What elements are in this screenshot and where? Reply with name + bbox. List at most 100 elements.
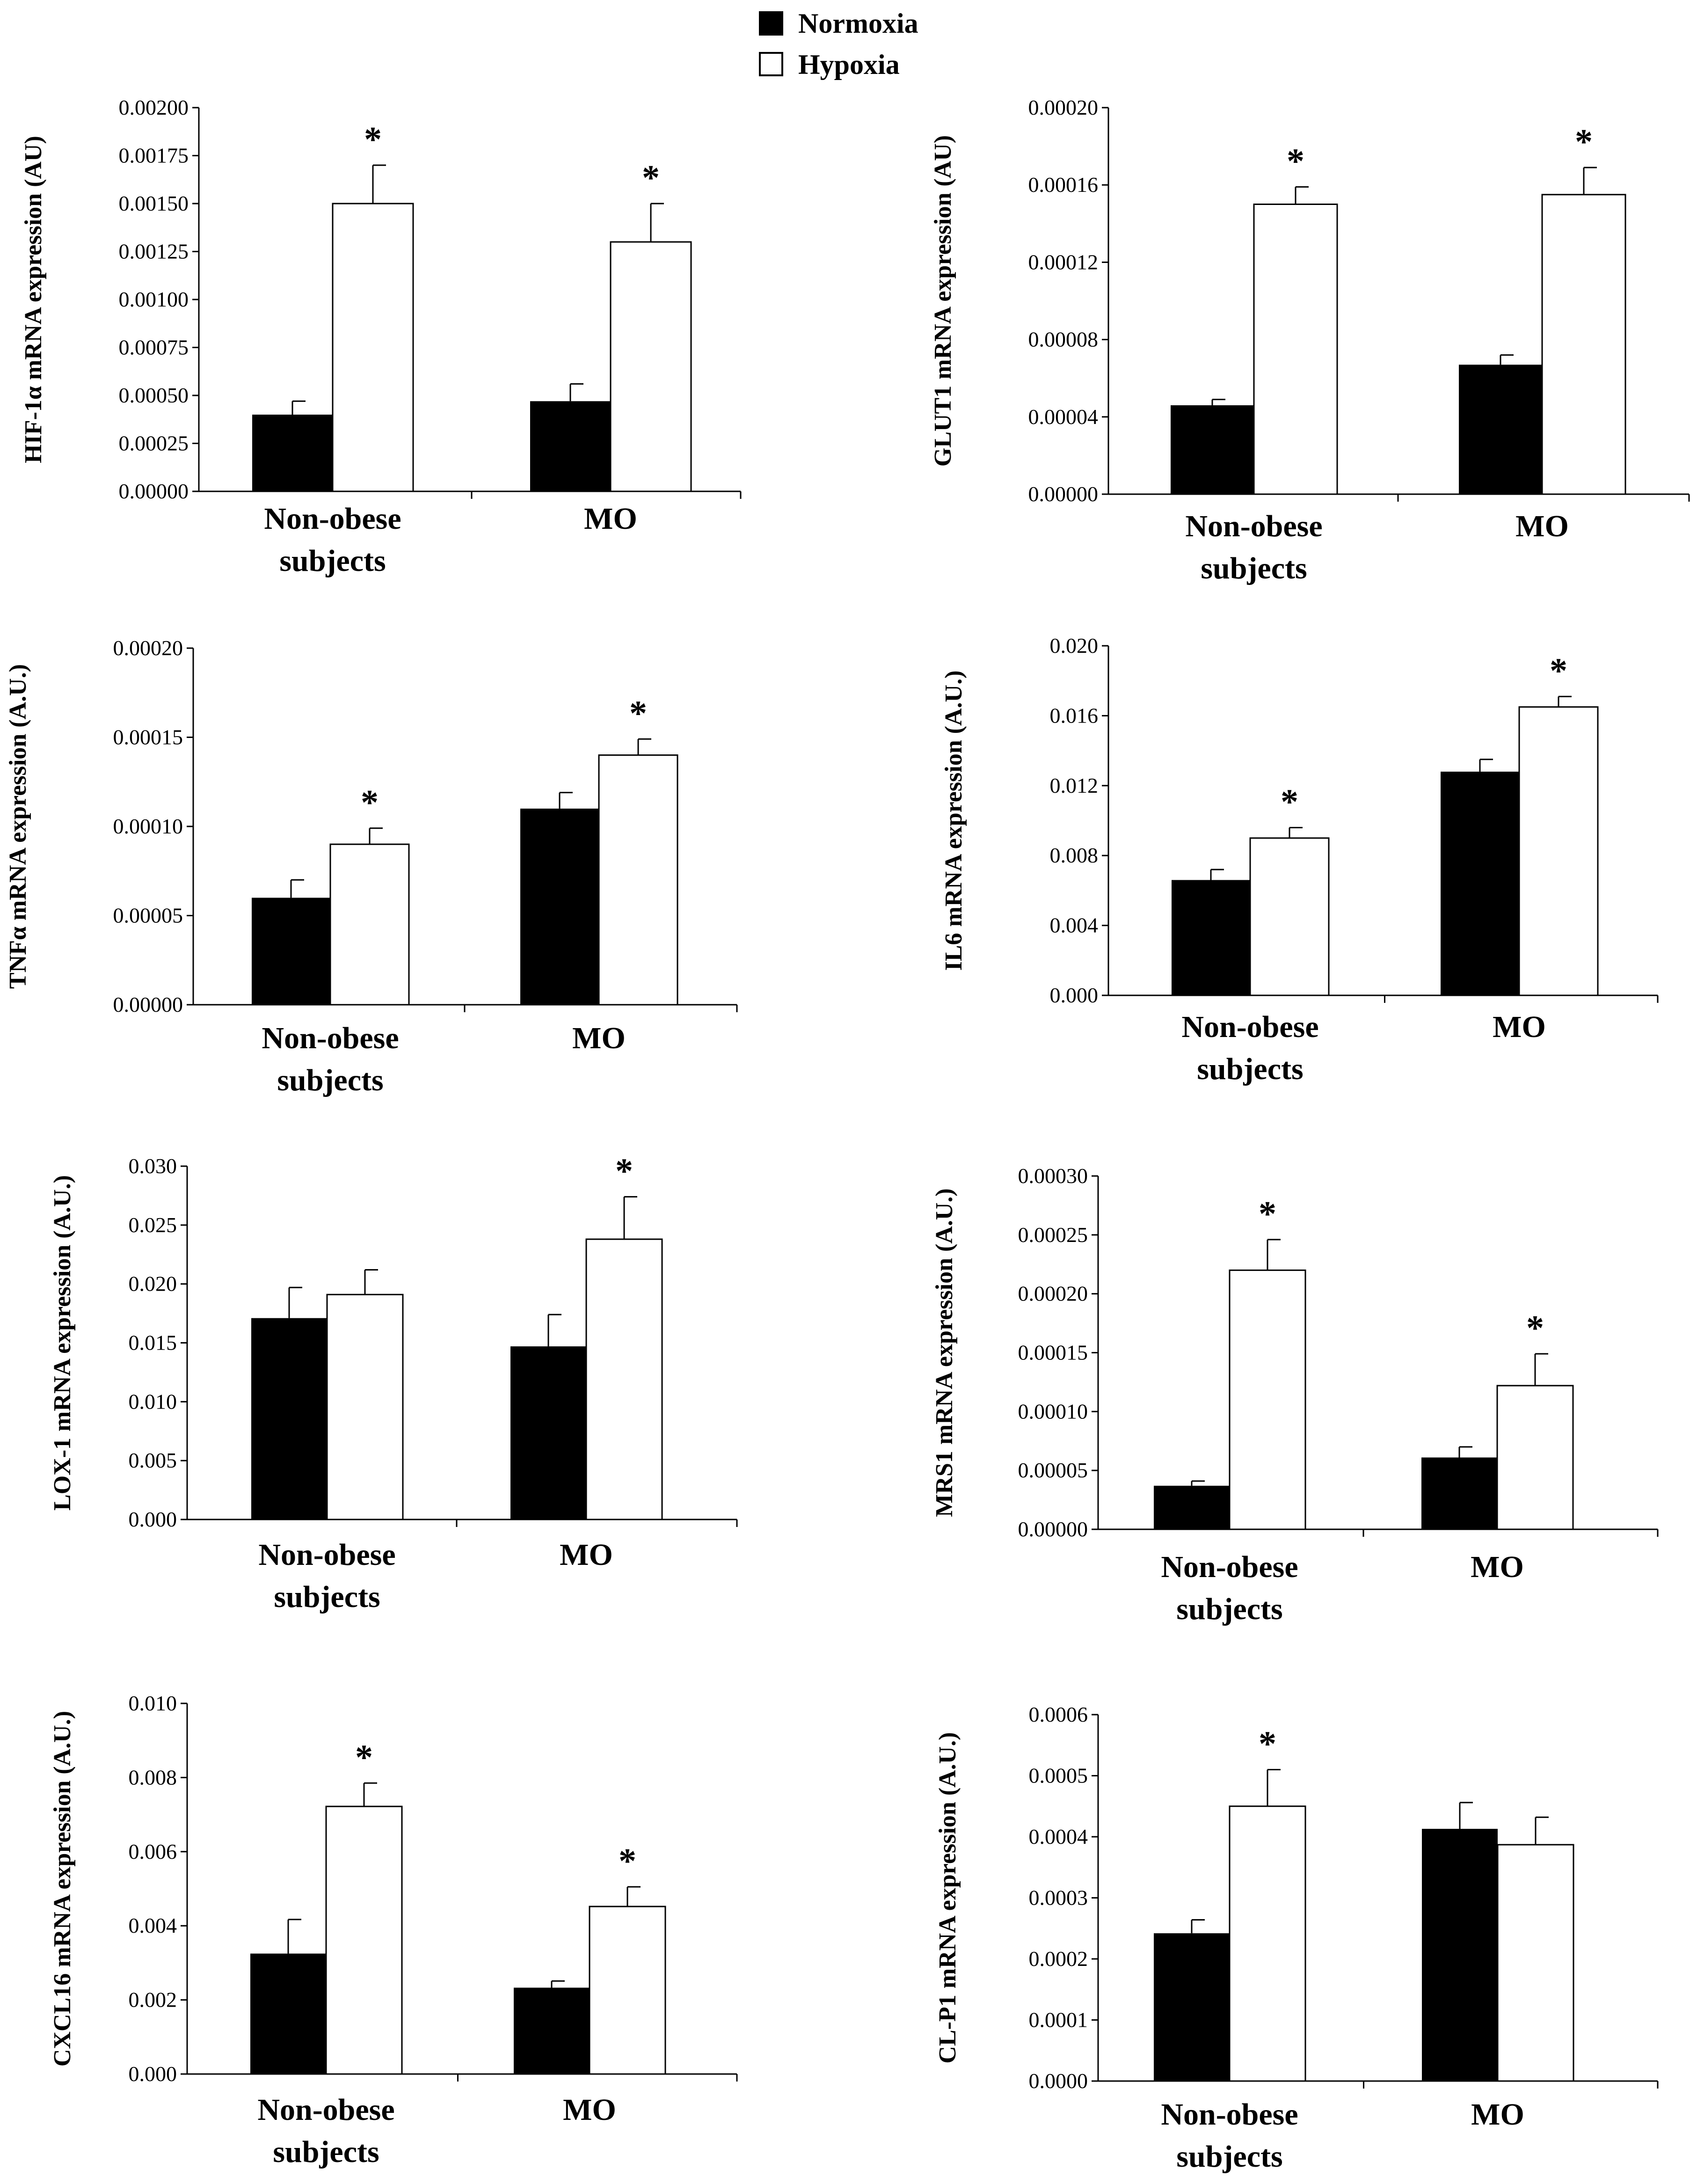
y-tick-label: 0.030	[129, 1154, 177, 1178]
y-tick-label: 0.0004	[1029, 1825, 1088, 1848]
hypoxia-bar-mo	[1518, 706, 1599, 996]
y-tick-label: 0.016	[1050, 703, 1099, 727]
y-tick-label: 0.00008	[1028, 328, 1099, 351]
hypoxia-bar-non-obese	[1249, 837, 1330, 996]
category-label: MO	[563, 2093, 616, 2127]
y-tick-label: 0.00010	[113, 814, 183, 838]
y-axis-title: LOX-1 mRNA expression (A.U.)	[49, 1175, 76, 1511]
normoxia-bar-mo	[514, 1987, 590, 2074]
y-axis-title: CL-P1 mRNA expression (A.U.)	[934, 1732, 961, 2063]
category-label: MO	[572, 1021, 626, 1055]
category-label: Non-obese subjects	[262, 1021, 399, 1097]
chart-panel-2: 0.00000 0.00004 0.00008 0.00012 0.00016 0.000…	[930, 95, 1690, 585]
legend-hypoxia-swatch	[759, 52, 783, 76]
charts-container: 0.00000 0.00025 0.00050 0.00075 0.00100 0.001…	[5, 95, 1690, 2174]
y-tick-label: 0.00150	[119, 191, 189, 215]
normoxia-bar-non-obese	[1154, 1485, 1230, 1529]
y-tick-label: 0.020	[1050, 634, 1099, 657]
y-tick-label: 0.00200	[119, 95, 189, 119]
hypoxia-bar-non-obese	[325, 1805, 403, 2075]
category-label: Non-obese subjects	[258, 1538, 395, 1614]
hypoxia-bar-non-obese	[326, 1293, 404, 1520]
y-tick-label: 0.00005	[113, 904, 183, 928]
normoxia-bar-mo	[1421, 1457, 1497, 1529]
category-label: Non-obese subjects	[1181, 1010, 1318, 1086]
significance-star: *	[1550, 651, 1567, 690]
significance-star: *	[1281, 782, 1298, 821]
y-tick-label: 0.004	[129, 1914, 177, 1937]
normoxia-bar-mo	[510, 1346, 586, 1519]
y-tick-label: 0.00030	[1018, 1164, 1088, 1188]
y-tick-label: 0.00100	[119, 287, 189, 311]
y-tick-label: 0.00004	[1028, 405, 1099, 429]
hypoxia-bar-non-obese	[1253, 204, 1338, 495]
y-tick-label: 0.010	[129, 1389, 177, 1413]
y-tick-label: 0.00125	[119, 240, 189, 263]
chart-panel-7: 0.000 0.002 0.004 0.006 0.008 0.010 * Non-obese…	[49, 1691, 738, 2169]
category-label: MO	[1471, 1550, 1524, 1584]
significance-star: *	[615, 1151, 633, 1191]
significance-star: *	[642, 158, 660, 197]
significance-star: *	[1526, 1308, 1544, 1348]
legend-normoxia-swatch	[759, 11, 783, 36]
normoxia-bar-mo	[1459, 365, 1542, 494]
chart-panel-5: 0.000 0.005 0.010 0.015 0.020 0.025 0.030 Non-o…	[49, 1151, 738, 1614]
category-label: MO	[584, 502, 637, 536]
y-tick-label: 0.025	[129, 1213, 177, 1237]
chart-panel-6: 0.00000 0.00005 0.00010 0.00015 0.00020 0.000…	[931, 1164, 1659, 1626]
category-label: Non-obese subjects	[1185, 509, 1322, 585]
y-tick-label: 0.00000	[113, 993, 183, 1016]
normoxia-bar-non-obese	[1154, 1933, 1230, 2081]
significance-star: *	[361, 783, 379, 822]
normoxia-bar-non-obese	[252, 898, 330, 1005]
y-tick-label: 0.00000	[1018, 1517, 1088, 1541]
hypoxia-bar-mo	[585, 1238, 663, 1520]
y-tick-label: 0.0003	[1029, 1886, 1088, 1910]
y-tick-label: 0.0005	[1029, 1764, 1088, 1788]
hypoxia-bar-mo	[1541, 194, 1626, 495]
y-axis-title: IL6 mRNA expression (A.U.)	[940, 671, 967, 971]
normoxia-bar-non-obese	[252, 415, 333, 491]
y-tick-label: 0.015	[129, 1331, 177, 1355]
y-tick-label: 0.00075	[119, 336, 189, 359]
normoxia-bar-non-obese	[1171, 405, 1254, 494]
y-tick-label: 0.00015	[113, 725, 183, 749]
normoxia-bar-mo	[1422, 1829, 1498, 2081]
y-tick-label: 0.020	[129, 1272, 177, 1296]
y-tick-label: 0.00020	[1018, 1282, 1088, 1306]
hypoxia-bar-mo	[598, 754, 678, 1006]
normoxia-bar-mo	[530, 401, 611, 491]
y-tick-label: 0.00020	[1028, 95, 1099, 119]
significance-star: *	[355, 1738, 373, 1777]
y-axis-title: TNFα mRNA expression (A.U.)	[5, 664, 31, 989]
category-label: Non-obese subjects	[1161, 2097, 1298, 2174]
normoxia-bar-mo	[520, 808, 599, 1005]
hypoxia-bar-non-obese	[1229, 1805, 1306, 2082]
hypoxia-bar-mo	[610, 241, 692, 492]
y-tick-label: 0.00175	[119, 144, 189, 168]
category-label: Non-obese subjects	[257, 2093, 394, 2169]
hypoxia-bar-non-obese	[329, 843, 410, 1006]
chart-panel-4: 0.000 0.004 0.008 0.012 0.016 0.020 * Non-obese…	[940, 634, 1659, 1086]
y-tick-label: 0.000	[129, 2062, 177, 2086]
category-label: MO	[1515, 509, 1569, 543]
legend-normoxia-label: Normoxia	[798, 8, 918, 39]
category-label: Non-obese subjects	[264, 502, 401, 578]
y-tick-label: 0.008	[129, 1765, 177, 1789]
category-label: MO	[560, 1538, 613, 1572]
normoxia-bar-mo	[1441, 771, 1519, 995]
legend-hypoxia-label: Hypoxia	[798, 49, 900, 80]
y-tick-label: 0.00050	[119, 383, 189, 407]
significance-star: *	[619, 1841, 636, 1881]
y-tick-label: 0.00015	[1018, 1341, 1088, 1365]
y-tick-label: 0.00025	[1018, 1223, 1088, 1247]
y-tick-label: 0.00020	[113, 636, 183, 660]
y-tick-label: 0.0006	[1029, 1702, 1088, 1726]
hypoxia-bar-non-obese	[1229, 1269, 1306, 1530]
category-label: MO	[1471, 2097, 1524, 2132]
y-tick-label: 0.000	[1050, 983, 1099, 1007]
y-axis-title: GLUT1 mRNA expression (AU)	[930, 135, 956, 467]
y-tick-label: 0.00000	[119, 479, 189, 503]
y-tick-label: 0.0000	[1029, 2069, 1088, 2093]
